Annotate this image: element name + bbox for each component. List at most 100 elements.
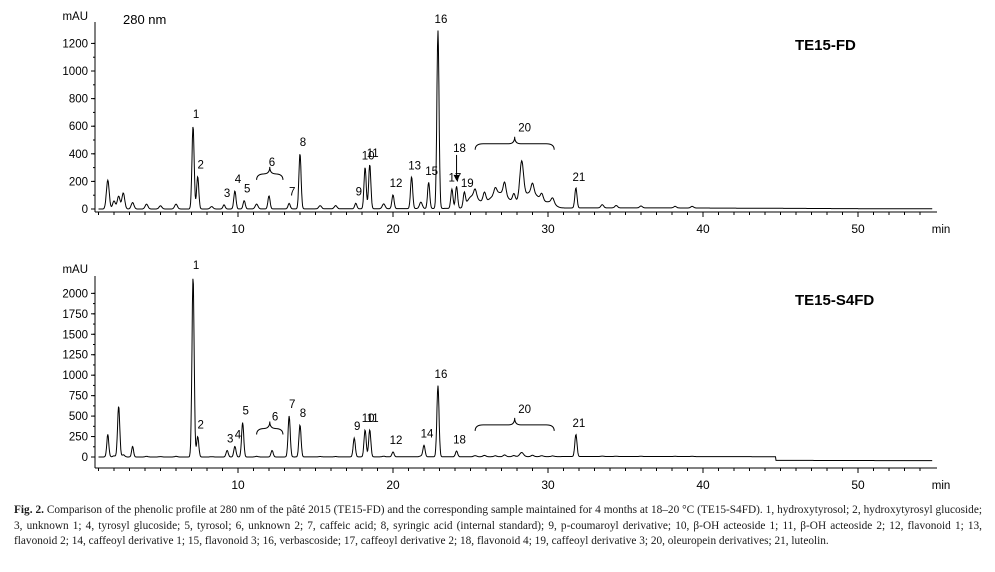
peak-5: 5 [242,406,248,418]
peak-10: 10 [362,151,375,163]
peak-label: 9 [356,186,362,198]
peak-label: 16 [435,369,448,381]
peak-4: 4 [235,429,242,441]
y-tick-label: 1000 [62,66,88,78]
peak-9: 9 [356,186,362,198]
y-tick-label: 0 [82,204,88,216]
peak-21: 21 [573,418,586,430]
y-tick-label: 0 [82,452,88,464]
peak-label: 6 [269,157,275,169]
peak-4: 4 [235,174,242,186]
peak-label: 11 [367,148,379,160]
peak-label: 19 [461,178,474,190]
peak-label: 7 [289,399,295,411]
peak-12: 12 [390,178,403,190]
chromatogram-trace [98,278,933,462]
arrow-head-peak-18 [453,174,460,181]
peak-17: 17 [449,173,462,185]
peak-1: 1 [193,109,199,121]
x-tick-label: 30 [541,478,555,492]
peak-13: 13 [408,160,421,172]
peak-5: 5 [244,184,250,196]
y-tick-label: 1750 [62,309,88,321]
peak-label: 16 [435,14,448,26]
y-tick-label: 2000 [62,288,88,300]
y-axis-title: mAU [62,11,88,23]
peak-label: 8 [300,137,306,149]
y-tick-label: 1000 [62,370,88,382]
peak-label: 1 [193,109,199,121]
peak-label: 4 [235,429,242,441]
peak-label: 4 [235,174,242,186]
peak-3: 3 [227,433,233,445]
y-tick-label: 1500 [62,329,88,341]
peak-18: 18 [453,143,466,155]
y-tick-label: 800 [69,94,88,106]
brace-peak-6 [256,421,284,435]
peak-label: 3 [224,188,230,200]
peak-10: 10 [362,413,375,425]
peak-label: 12 [390,435,403,447]
brace-peak-20 [474,136,555,150]
peak-7: 7 [289,186,295,198]
x-tick-label: 20 [386,478,400,492]
peak-label: 7 [289,186,295,198]
peak-label: 18 [453,143,466,155]
peak-label: 6 [272,411,278,423]
peak-label: 11 [367,413,379,425]
chart-panel-1: 0 200 400 600 800 1000 1200 mAU 10 20 30 40 50 min TE1… [62,11,950,236]
y-tick-label: 400 [69,149,88,161]
figure-caption: Fig. 2. Comparison of the phenolic profi… [14,503,982,550]
peak-6: 6 [269,157,275,169]
peak-label: 10 [362,413,375,425]
peak-label: 17 [449,173,462,185]
peak-11: 11 [367,148,379,160]
chart-subtitle: 280 nm [123,12,166,27]
peak-6: 6 [272,411,278,423]
y-tick-label: 750 [69,391,88,403]
y-tick-label: 200 [69,176,88,188]
x-tick-label: 10 [231,222,245,236]
y-tick-label: 600 [69,121,88,133]
peak-20: 20 [518,123,531,135]
peak-label: 18 [453,434,466,446]
y-axis-title: mAU [62,264,88,276]
x-tick-label: 20 [386,222,400,236]
y-tick-label: 1250 [62,350,88,362]
x-axis-title: min [932,480,951,492]
x-tick-label: 30 [541,222,555,236]
peak-20: 20 [518,404,531,416]
peak-2: 2 [197,420,203,432]
peak-label: 20 [518,404,531,416]
x-tick-label: 50 [851,478,865,492]
peak-label: 5 [242,406,248,418]
peak-14: 14 [421,429,434,441]
peak-21: 21 [573,172,586,184]
peak-15: 15 [425,166,438,178]
peak-9: 9 [354,421,360,433]
peak-label: 8 [300,408,306,420]
peak-label: 15 [425,166,438,178]
chart-title: TE15-FD [795,37,856,54]
chromatogram-trace [98,30,933,210]
y-tick-label: 1200 [62,38,88,50]
peak-label: 21 [573,418,586,430]
peak-11: 11 [367,413,379,425]
x-tick-label: 10 [231,478,245,492]
peak-8: 8 [300,137,306,149]
peak-label: 2 [197,160,203,172]
peak-label: 2 [197,420,203,432]
peak-12: 12 [390,435,403,447]
peak-16: 16 [435,14,448,26]
caption-text: Comparison of the phenolic profile at 28… [14,504,982,548]
peak-8: 8 [300,408,306,420]
peak-label: 10 [362,151,375,163]
peak-16: 16 [435,369,448,381]
peak-label: 1 [193,260,199,272]
peak-18: 18 [453,434,466,446]
peak-label: 5 [244,184,250,196]
y-tick-label: 500 [69,411,88,423]
peak-1: 1 [193,260,199,272]
